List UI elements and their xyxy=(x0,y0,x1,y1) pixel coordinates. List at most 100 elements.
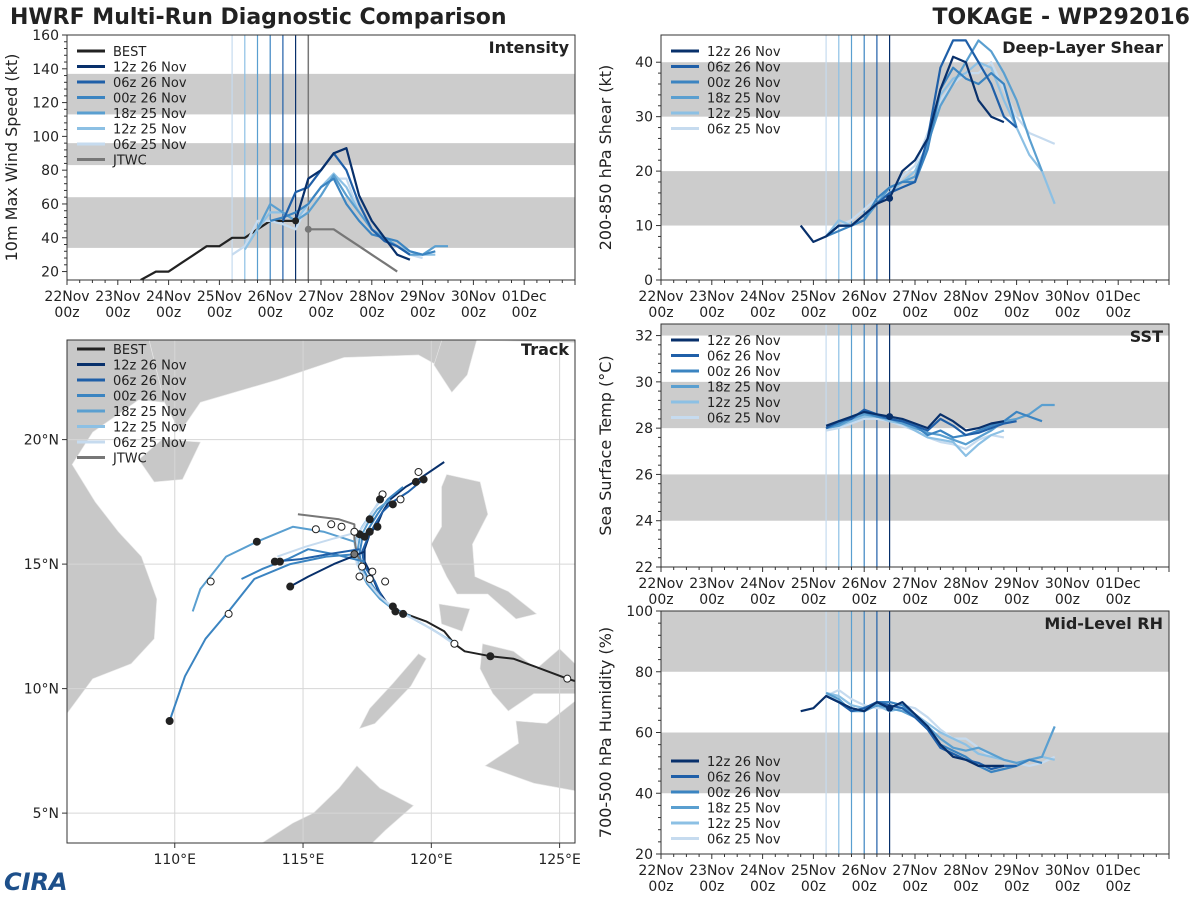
series-line-12z-25-nov xyxy=(243,172,436,256)
track-point xyxy=(311,525,320,534)
panel-intensity: 2040608010012014016022Nov00z23Nov00z24No… xyxy=(2,28,576,321)
series-line-18z-25-nov xyxy=(256,174,448,256)
x-tick-label: 27Nov xyxy=(298,289,343,305)
legend-label: 12z 25 Nov xyxy=(707,107,781,122)
x-tick-label: 28Nov xyxy=(943,289,988,305)
track-point xyxy=(399,609,408,618)
cira-logo-text: CIRA xyxy=(4,868,68,896)
x-tick-sublabel: 00z xyxy=(1106,592,1131,608)
x-tick-sublabel: 00z xyxy=(461,305,486,321)
shaded-band xyxy=(661,474,1169,521)
y-tick-label: 20°N xyxy=(24,433,59,449)
x-tick-label: 23Nov xyxy=(689,576,734,592)
track-point xyxy=(358,562,367,571)
track-point xyxy=(365,515,374,524)
x-tick-sublabel: 00z xyxy=(699,879,724,895)
shaded-band xyxy=(661,611,1169,672)
x-tick-label: 26Nov xyxy=(248,289,293,305)
legend-label: 18z 25 Nov xyxy=(113,405,187,420)
track-point xyxy=(486,652,495,661)
x-tick-label: 01Dec xyxy=(502,289,547,305)
track-line xyxy=(274,548,360,563)
y-tick-label: 100 xyxy=(626,604,653,620)
cira-logo: CIRA xyxy=(4,868,68,896)
x-tick-sublabel: 00z xyxy=(156,305,181,321)
series-line-12z-26-nov xyxy=(294,147,411,261)
x-tick-label: 24Nov xyxy=(740,289,785,305)
land-mass xyxy=(479,643,575,712)
x-tick-label: 26Nov xyxy=(842,289,887,305)
x-tick-label: 23Nov xyxy=(689,863,734,879)
panel-sst: 22242628303222Nov00z23Nov00z24Nov00z25No… xyxy=(596,323,1170,608)
legend-label: 12z 26 Nov xyxy=(113,359,187,374)
x-tick-sublabel: 00z xyxy=(902,879,927,895)
legend-label: 06z 25 Nov xyxy=(707,833,781,848)
legend-label: 06z 25 Nov xyxy=(707,412,781,427)
x-tick-label: 110°E xyxy=(153,852,196,868)
land-mass xyxy=(67,340,165,715)
track-point xyxy=(275,557,284,566)
series-line-jtwc xyxy=(308,228,398,273)
series-line-12z-26-nov xyxy=(799,55,1005,243)
track-point xyxy=(355,572,364,581)
y-tick-label: 22 xyxy=(635,560,653,576)
track-point xyxy=(224,609,233,618)
x-tick-label: 24Nov xyxy=(146,289,191,305)
track-line xyxy=(363,461,445,613)
track-point xyxy=(368,567,377,576)
x-tick-sublabel: 00z xyxy=(699,305,724,321)
plot-area xyxy=(67,35,575,280)
legend-label: 18z 25 Nov xyxy=(707,802,781,817)
x-tick-sublabel: 00z xyxy=(359,305,384,321)
x-tick-label: 23Nov xyxy=(689,289,734,305)
track-line xyxy=(277,530,360,558)
x-tick-label: 26Nov xyxy=(842,576,887,592)
series-line-18z-25-nov xyxy=(825,403,1055,446)
legend-label: JTWC xyxy=(112,154,147,169)
panel-rh: 2040608010022Nov00z23Nov00z24Nov00z25Nov… xyxy=(596,604,1170,895)
storm-title: TOKAGE - WP292016 xyxy=(932,5,1190,30)
x-tick-sublabel: 00z xyxy=(852,305,877,321)
x-tick-sublabel: 00z xyxy=(1106,879,1131,895)
y-tick-label: 28 xyxy=(635,421,653,437)
shaded-band xyxy=(661,62,1169,117)
x-tick-label: 01Dec xyxy=(1096,289,1141,305)
series-line-00z-26-nov xyxy=(825,66,1018,238)
legend-label: JTWC xyxy=(112,452,147,467)
legend-label: 06z 25 Nov xyxy=(707,123,781,138)
x-tick-sublabel: 00z xyxy=(902,592,927,608)
legend-label: 06z 26 Nov xyxy=(707,350,781,365)
x-tick-sublabel: 00z xyxy=(1055,879,1080,895)
x-tick-sublabel: 00z xyxy=(1106,305,1131,321)
y-tick-label: 32 xyxy=(635,329,653,345)
y-axis-label: 10m Max Wind Speed (kt) xyxy=(2,54,21,262)
series-marker xyxy=(292,217,300,225)
track-point xyxy=(327,520,336,529)
legend-label: 18z 25 Nov xyxy=(707,92,781,107)
x-tick-label: 25Nov xyxy=(791,289,836,305)
land-mass xyxy=(433,340,478,393)
series-marker xyxy=(886,704,894,712)
y-axis-label: 200-850 hPa Shear (kt) xyxy=(596,65,615,251)
track-point xyxy=(419,475,428,484)
shaded-band xyxy=(67,73,575,115)
x-tick-sublabel: 00z xyxy=(54,305,79,321)
track-point xyxy=(381,577,390,586)
x-tick-label: 24Nov xyxy=(740,576,785,592)
x-tick-label: 25Nov xyxy=(791,576,836,592)
track-point xyxy=(388,500,397,509)
legend-label: 12z 26 Nov xyxy=(707,334,781,349)
track-point xyxy=(350,550,359,559)
x-tick-label: 22Nov xyxy=(44,289,89,305)
x-tick-sublabel: 00z xyxy=(699,592,724,608)
x-tick-label: 120°E xyxy=(410,852,453,868)
legend-label: 06z 25 Nov xyxy=(113,436,187,451)
panel-track: 110°E 115°E 120°E 125°E 5°N 10°N 15°N 20°N Track… xyxy=(24,339,581,868)
x-tick-label: 115°E xyxy=(282,852,325,868)
x-tick-sublabel: 00z xyxy=(852,879,877,895)
x-tick-sublabel: 00z xyxy=(953,592,978,608)
panel-title: Track xyxy=(521,340,569,359)
x-tick-sublabel: 00z xyxy=(1004,305,1029,321)
